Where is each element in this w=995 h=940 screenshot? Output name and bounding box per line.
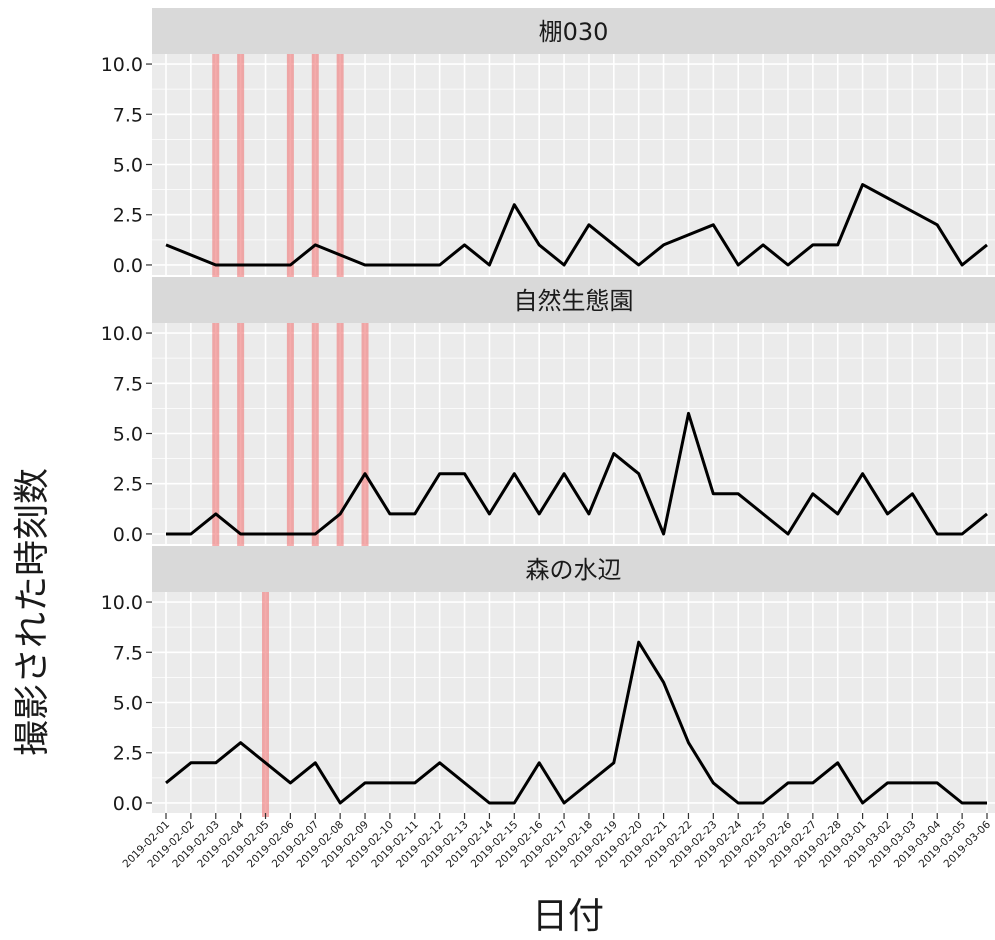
y-tick-label: 2.5 <box>113 743 143 765</box>
y-tick-label: 5.0 <box>113 424 143 446</box>
y-tick-label: 5.0 <box>113 693 143 715</box>
y-tick-label: 7.5 <box>113 642 143 664</box>
y-tick-label: 0.0 <box>113 793 143 815</box>
series-line <box>166 411 988 536</box>
y-tick-label: 5.0 <box>113 155 143 177</box>
facet-strip <box>152 277 995 323</box>
facet-strip <box>152 8 995 54</box>
y-tick-label: 0.0 <box>113 255 143 277</box>
y-tick-label: 2.5 <box>113 205 143 227</box>
y-tick-label: 7.5 <box>113 373 143 395</box>
y-tick-label: 10.0 <box>101 592 143 614</box>
facet-strip <box>152 546 995 592</box>
facet-title: 棚030 <box>539 18 609 46</box>
y-axis-title: 撮影された時刻数 <box>12 468 53 756</box>
series-line <box>165 183 988 267</box>
facet-panel: 自然生態園 0.0 2.5 5.0 7.5 10.0 <box>101 277 995 548</box>
y-tick-label: 10.0 <box>101 323 143 345</box>
facet-title: 森の水辺 <box>526 556 622 584</box>
facet-panel: 森の水辺 0.0 2.5 5.0 7.5 10.0 <box>101 546 995 817</box>
y-tick-label: 2.5 <box>113 474 143 496</box>
y-tick-label: 10.0 <box>101 54 143 76</box>
y-tick-label: 0.0 <box>113 524 143 546</box>
series-line <box>165 640 987 805</box>
y-tick-label: 7.5 <box>113 104 143 126</box>
x-axis-title: 日付 <box>532 896 604 937</box>
x-axis: 2019-02-012019-02-022019-02-032019-02-04… <box>120 813 993 870</box>
panels-layer: 棚030 0.0 2.5 5.0 7.5 10.0 自然生態園 0.0 2.5 5.0 7.5 10.… <box>101 8 995 817</box>
facet-panel: 棚030 0.0 2.5 5.0 7.5 10.0 <box>101 8 995 279</box>
facet-title: 自然生態園 <box>514 287 634 315</box>
